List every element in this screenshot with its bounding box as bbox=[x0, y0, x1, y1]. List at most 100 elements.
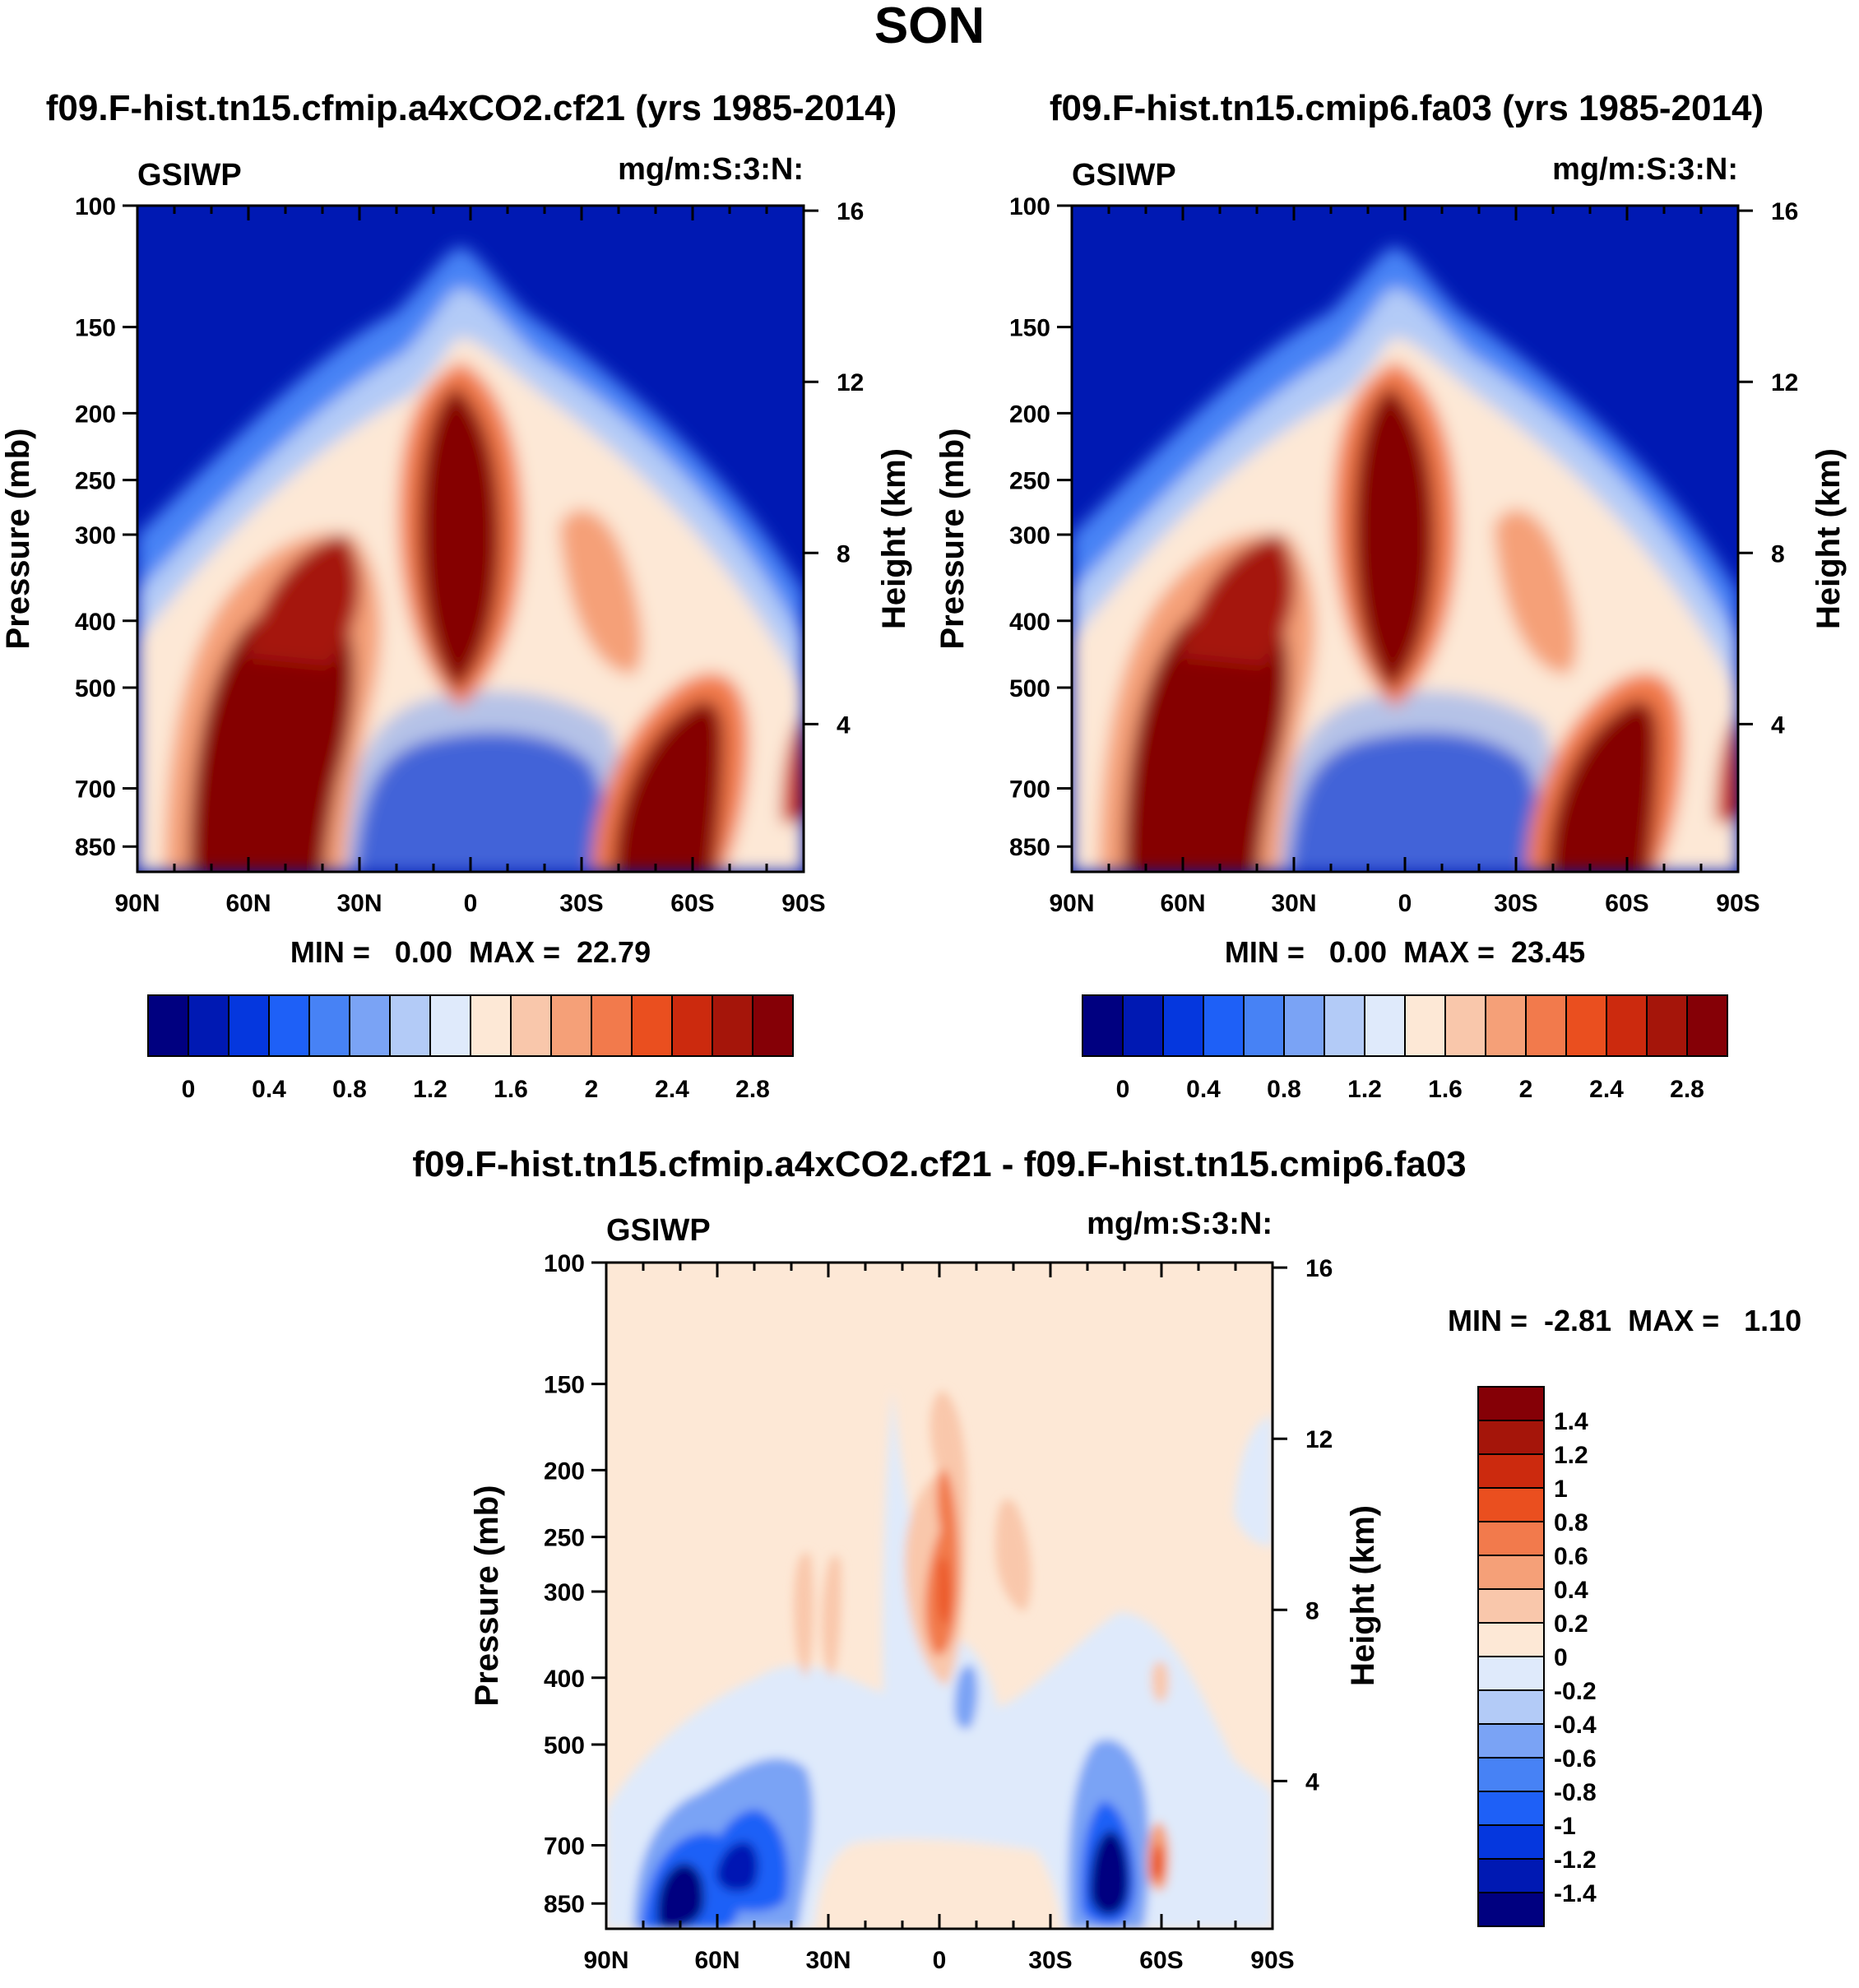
colorbar-label: 1.2 bbox=[1347, 1076, 1382, 1103]
colorbar-box bbox=[1477, 1622, 1545, 1657]
colorbar-label: 0.4 bbox=[252, 1076, 286, 1103]
y2-tick-label: 4 bbox=[1305, 1768, 1319, 1796]
colorbar-label: 0.8 bbox=[1267, 1076, 1301, 1103]
panel-2-sh-anvil bbox=[1494, 509, 1577, 674]
colorbar-box bbox=[228, 994, 270, 1057]
colorbar-label: 0 bbox=[1116, 1076, 1130, 1103]
panel-1-sh-anvil bbox=[559, 509, 642, 674]
y2-tick-label: 12 bbox=[837, 369, 864, 396]
colorbar-label: 2.4 bbox=[1589, 1076, 1624, 1103]
y2-tick-label: 12 bbox=[1305, 1426, 1333, 1453]
panel-2-axes: 90N 60N 30N 0 30S 60S 90S 100 150 200 250 300 400 500… bbox=[1009, 193, 1798, 917]
colorbar-label: 1 bbox=[1554, 1476, 1568, 1503]
y-tick-label: 400 bbox=[1009, 609, 1050, 636]
panel-3-y-axis-label: Pressure (mb) bbox=[469, 1485, 505, 1707]
y-tick-label: 150 bbox=[75, 315, 116, 342]
panel-3-pos-anvil-4 bbox=[1152, 1661, 1169, 1703]
y-tick-label: 850 bbox=[544, 1891, 585, 1918]
colorbar-box bbox=[1565, 994, 1607, 1057]
colorbar-box bbox=[1606, 994, 1648, 1057]
panel-2-sh-max-core bbox=[1547, 700, 1658, 872]
y-tick-label: 850 bbox=[1009, 834, 1050, 861]
colorbar-box bbox=[591, 994, 633, 1057]
panel-3-colorbar: 1.4 1.2 1 0.8 0.6 0.4 0.2 0 -0.2 -0.4 -0.6 -0.8 -1 -1… bbox=[1477, 1386, 1597, 1927]
y-tick-label: 500 bbox=[544, 1732, 585, 1759]
panel-2-title: f09.F-hist.tn15.cmip6.fa03 (yrs 1985-201… bbox=[1050, 88, 1764, 128]
panel-2-tropics-core bbox=[1353, 387, 1435, 691]
panel-2-min-max: MIN = 0.00 MAX = 23.45 bbox=[1225, 935, 1585, 969]
panel-2-variable-label: GSIWP bbox=[1072, 158, 1176, 192]
colorbar-label: 2 bbox=[585, 1076, 599, 1103]
panel-2-polar-low bbox=[1716, 716, 1738, 823]
colorbar-label: -0.4 bbox=[1554, 1712, 1597, 1739]
colorbar-label: 0.2 bbox=[1554, 1610, 1588, 1638]
panel-1-y2-axis-label: Height (km) bbox=[876, 448, 912, 629]
panel-3-tropics-pos-core bbox=[939, 1557, 949, 1624]
panel-1-title: f09.F-hist.tn15.cfmip.a4xCO2.cf21 (yrs 1… bbox=[46, 88, 897, 128]
panel-3-sh-neg-core bbox=[1090, 1830, 1129, 1916]
panel-3-nh-neg-core bbox=[657, 1863, 705, 1928]
panel-1-y-axis-label: Pressure (mb) bbox=[0, 429, 36, 650]
panel-2-nh-upper-core bbox=[1181, 535, 1295, 666]
panel-3-tropics-negative bbox=[883, 1390, 1000, 1754]
x-tick-label: 90S bbox=[781, 890, 825, 917]
x-tick-label: 60S bbox=[670, 890, 714, 917]
colorbar-box bbox=[1477, 1656, 1545, 1691]
y2-tick-label: 16 bbox=[1771, 198, 1798, 225]
panel-1-colorbar: 0 0.4 0.8 1.2 1.6 2 2.4 2.8 bbox=[147, 994, 794, 1103]
y-tick-label: 200 bbox=[1009, 401, 1050, 428]
colorbar-box bbox=[1477, 1386, 1545, 1421]
panel-3-pos-anvil-2 bbox=[822, 1555, 841, 1678]
panel-3-polar-negative bbox=[1234, 1415, 1273, 1546]
colorbar-label: 1.2 bbox=[413, 1076, 447, 1103]
colorbar-box bbox=[752, 994, 794, 1057]
panel-2-y2-axis-label: Height (km) bbox=[1810, 448, 1847, 629]
y-tick-label: 150 bbox=[544, 1372, 585, 1399]
colorbar-box bbox=[1477, 1521, 1545, 1556]
colorbar-box bbox=[671, 994, 713, 1057]
colorbar-label: 2.4 bbox=[655, 1076, 689, 1103]
y2-tick-label: 4 bbox=[837, 711, 851, 739]
colorbar-label: -0.8 bbox=[1554, 1779, 1597, 1806]
panel-3-tropics-neg-inner bbox=[954, 1665, 978, 1729]
x-tick-label: 30S bbox=[559, 890, 603, 917]
y-tick-label: 250 bbox=[75, 468, 116, 495]
panel-3-contour-field bbox=[606, 1263, 1273, 1929]
colorbar-label: 0 bbox=[1554, 1644, 1568, 1671]
colorbar-box bbox=[510, 994, 552, 1057]
panel-1-contour-field bbox=[137, 206, 804, 872]
colorbar-label: -1 bbox=[1554, 1813, 1576, 1840]
x-tick-label: 60S bbox=[1605, 890, 1648, 917]
colorbar-box bbox=[1477, 1858, 1545, 1893]
colorbar-box bbox=[1203, 994, 1245, 1057]
y2-tick-label: 4 bbox=[1771, 711, 1785, 739]
panel-1-min-max: MIN = 0.00 MAX = 22.79 bbox=[290, 935, 651, 969]
colorbar-box bbox=[1646, 994, 1688, 1057]
y-tick-label: 250 bbox=[544, 1525, 585, 1552]
panel-2-units-label: mg/m:S:3:N: bbox=[1552, 152, 1738, 187]
panel-3-title: f09.F-hist.tn15.cfmip.a4xCO2.cf21 - f09.… bbox=[412, 1144, 1466, 1184]
x-tick-label: 30S bbox=[1494, 890, 1537, 917]
y-tick-label: 150 bbox=[1009, 315, 1050, 342]
colorbar-label: -1.4 bbox=[1554, 1880, 1597, 1907]
colorbar-box bbox=[1477, 1555, 1545, 1590]
y-tick-label: 200 bbox=[544, 1457, 585, 1485]
colorbar-box bbox=[349, 994, 391, 1057]
panel-2: f09.F-hist.tn15.cmip6.fa03 (yrs 1985-201… bbox=[934, 88, 1847, 1103]
colorbar-label: 2.8 bbox=[1670, 1076, 1704, 1103]
x-tick-label: 60N bbox=[694, 1947, 739, 1974]
x-tick-label: 30N bbox=[336, 890, 382, 917]
colorbar-label: 0.8 bbox=[332, 1076, 367, 1103]
colorbar-label: 0 bbox=[182, 1076, 196, 1103]
colorbar-label: 2.8 bbox=[735, 1076, 770, 1103]
colorbar-label: 0.8 bbox=[1554, 1509, 1588, 1536]
panel-1-axes: 90N 60N 30N 0 30S 60S 90S 100 150 200 250 300 400 500… bbox=[75, 193, 864, 917]
y-tick-label: 250 bbox=[1009, 468, 1050, 495]
panel-3-nh-neg2-core bbox=[716, 1842, 758, 1892]
x-tick-label: 0 bbox=[933, 1947, 947, 1974]
colorbar-box bbox=[188, 994, 229, 1057]
panel-3-axes: 90N 60N 30N 0 30S 60S 90S 100 150 200 250 300 400 500… bbox=[544, 1250, 1333, 1974]
panel-1-variable-label: GSIWP bbox=[137, 158, 242, 192]
colorbar-box bbox=[429, 994, 471, 1057]
panel-3-y2-axis-label: Height (km) bbox=[1345, 1505, 1381, 1686]
